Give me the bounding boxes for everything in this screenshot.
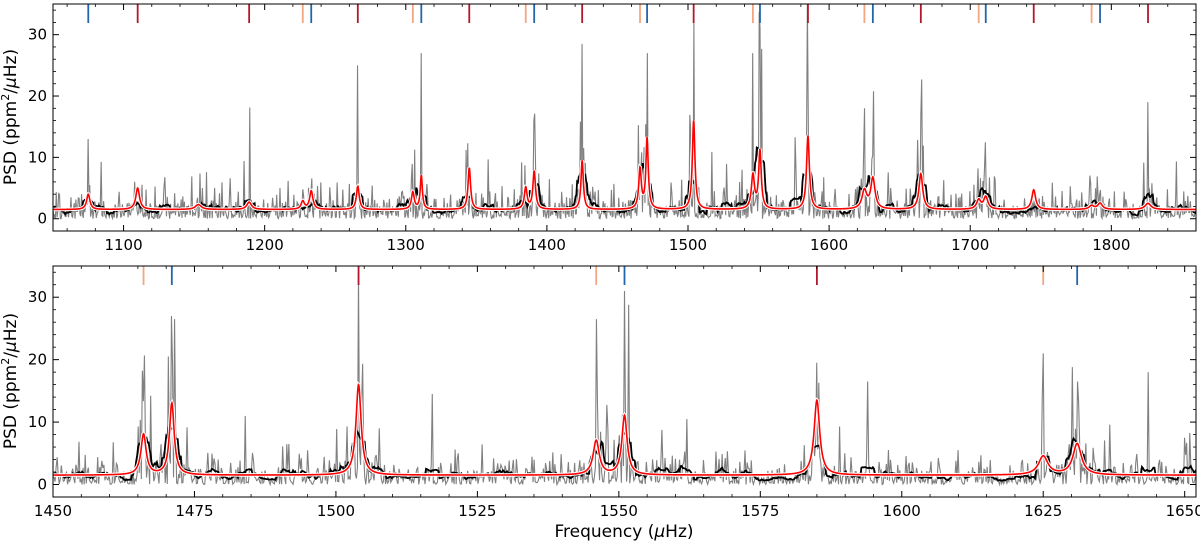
y-tick-label: 30 [28,288,47,306]
x-tick-label: 1575 [741,502,779,520]
model-fit-series [53,120,1196,211]
smoothed-psd-series [53,421,1196,482]
x-tick-label: 1650 [1166,502,1200,520]
y-tick-label: 0 [37,476,47,494]
x-tick-label: 1475 [175,502,213,520]
raw-psd-series [53,4,1196,221]
y-tick-label: 0 [37,210,47,228]
model-fit-series [53,383,1196,476]
x-tick-label: 1400 [528,236,566,254]
bottom-axes-frame [52,265,1197,498]
x-tick-label: 1600 [810,236,848,254]
x-tick-label: 1100 [104,236,142,254]
model-fit-outline [53,120,1196,212]
raw-psd-series [53,272,1196,487]
x-tick-label: 1450 [34,502,72,520]
x-tick-label: 1500 [317,502,355,520]
y-tick-label: 20 [28,351,47,369]
top-ticks: 1100 1200 1300 1400 1500 1600 1700 1800 0 10 20 30 [28,4,1197,254]
x-tick-label: 1800 [1092,236,1130,254]
x-tick-label: 1700 [951,236,989,254]
y-tick-label: 10 [28,413,47,431]
x-tick-label: 1500 [669,236,707,254]
y-tick-label: 20 [28,87,47,105]
top-panel: 1100 1200 1300 1400 1500 1600 1700 18000102030 … [0,3,1197,254]
x-tick-label: 1525 [458,502,496,520]
x-tick-label: 1600 [883,502,921,520]
x-tick-label: 1200 [246,236,284,254]
bottom-ticks: 1450 1475 1500 1525 1550 1575 1600 1625 1650 0 10 2… [28,266,1200,520]
x-axis-label: Frequency (μHz) [554,522,693,542]
top-y-axis-label: PSD (ppm2/μHz) [0,49,21,185]
bottom-plot-area [53,266,1196,487]
top-plot-area [53,4,1196,221]
bottom-panel: 1450 1475 1500 1525 1550 1575 1600 1625 1650 0 10 2… [0,265,1200,542]
y-tick-label: 30 [28,26,47,44]
x-tick-label: 1625 [1024,502,1062,520]
top-axes-frame [52,3,1197,232]
x-tick-label: 1550 [600,502,638,520]
model-fit-outline [53,381,1196,477]
y-tick-label: 10 [28,148,47,166]
bottom-y-axis-label: PSD (ppm2/μHz) [0,313,21,449]
x-tick-label: 1300 [387,236,425,254]
